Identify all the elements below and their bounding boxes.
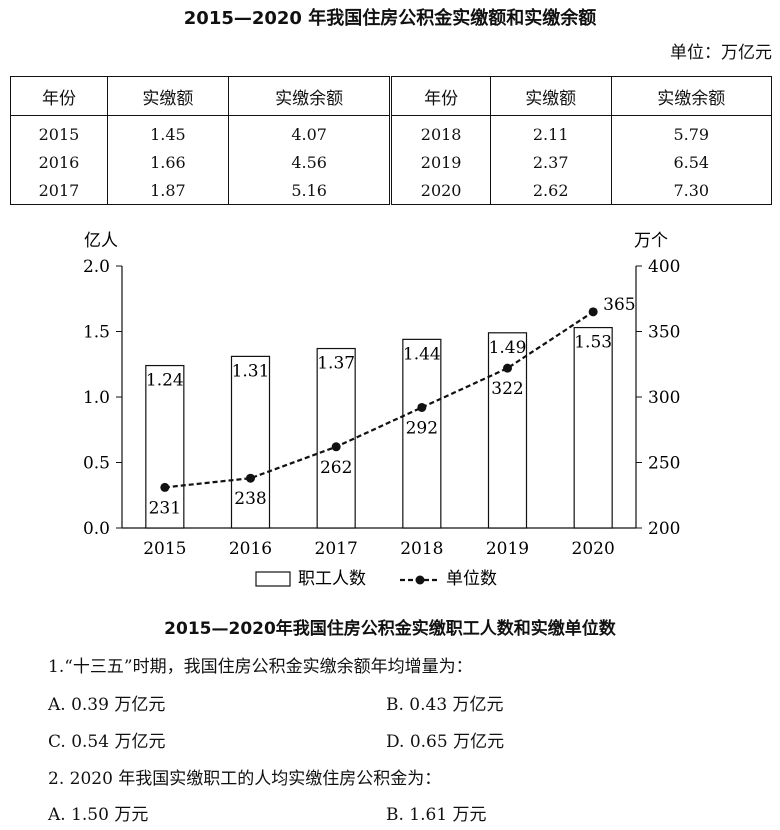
left-tick-label: 1.0 — [83, 388, 110, 408]
table-cell: 5.16 — [228, 176, 393, 205]
table-row: 2017 1.87 5.16 2020 2.62 7.30 — [10, 176, 772, 205]
bar-data-label: 1.31 — [232, 361, 270, 381]
legend-line-marker — [415, 575, 425, 585]
right-axis-label: 万个 — [634, 231, 668, 251]
line-data-label: 262 — [320, 458, 352, 478]
question-1: 1.“十三五”时期，我国住房公积金实缴余额年均增量为： — [48, 657, 473, 677]
header-balance-2: 实缴余额 — [611, 76, 772, 116]
bar — [573, 326, 613, 529]
bar-data-label: 1.44 — [403, 344, 441, 364]
table-cell: 7.30 — [673, 180, 710, 200]
table-cell: 2016 — [10, 148, 108, 176]
line-point — [588, 307, 598, 317]
table-header-row: 年份 实缴额 实缴余额 年份 实缴额 实缴余额 — [10, 76, 772, 116]
table-row: 2016 1.66 4.56 2019 2.37 6.54 — [10, 148, 772, 176]
question-1-option-b[interactable]: B. 0.43 万亿元 — [386, 695, 504, 715]
header-paid-2: 实缴额 — [490, 76, 612, 116]
question-1-option-c[interactable]: C. 0.54 万亿元 — [48, 732, 166, 752]
line-point — [331, 442, 341, 452]
table-cell: 2015 — [10, 115, 108, 148]
table-row: 2015 1.45 4.07 2018 2.11 5.79 — [10, 115, 772, 148]
bar — [402, 338, 442, 529]
combo-chart: 亿人 万个 0.0 0.5 1.0 1.5 2.0 200 250 300 350 400 2015 20… — [83, 231, 681, 589]
x-tick-label: 2020 — [572, 539, 615, 559]
bar — [145, 364, 185, 529]
x-tick-label: 2018 — [400, 539, 443, 559]
line-point — [160, 482, 170, 492]
line-data-label: 322 — [491, 379, 523, 399]
bar — [316, 347, 356, 529]
table-cell: 2020 — [390, 176, 491, 205]
right-tick-label: 350 — [648, 323, 680, 343]
x-tick-label: 2016 — [229, 539, 272, 559]
bar-data-label: 1.49 — [489, 338, 527, 358]
line-data-label: 292 — [406, 418, 438, 438]
table-cell: 2.37 — [490, 148, 612, 176]
line-point — [417, 402, 427, 412]
line-data-label: 365 — [603, 295, 635, 315]
table-cell: 6.54 — [673, 152, 710, 172]
bar-data-label: 1.37 — [317, 354, 355, 374]
right-tick-label: 250 — [648, 454, 680, 474]
bar-data-label: 1.53 — [574, 333, 612, 353]
x-tick-label: 2019 — [486, 539, 529, 559]
line-data-label: 238 — [234, 489, 266, 509]
table-cell: 1.87 — [107, 176, 229, 205]
table-unit: 单位：万亿元 — [670, 43, 772, 63]
bar-data-label: 1.24 — [146, 371, 184, 391]
question-2-option-b[interactable]: B. 1.61 万元 — [386, 805, 487, 825]
left-tick-label: 1.5 — [83, 323, 110, 343]
bar — [487, 332, 528, 529]
right-tick-label: 200 — [648, 519, 680, 539]
legend-bar-label: 职工人数 — [298, 569, 366, 589]
table-title: 2015—2020 年我国住房公积金实缴额和实缴余额 — [183, 8, 597, 29]
left-tick-label: 2.0 — [83, 257, 110, 277]
table-cell: 4.07 — [228, 115, 393, 148]
table-cell: 1.66 — [107, 148, 229, 176]
bar — [230, 355, 271, 529]
x-tick-label: 2015 — [143, 539, 186, 559]
left-tick-label: 0.0 — [83, 519, 110, 539]
chart-title: 2015—2020年我国住房公积金实缴职工人数和实缴单位数 — [164, 619, 616, 639]
question-1-option-d[interactable]: D. 0.65 万亿元 — [386, 732, 505, 752]
right-tick-label: 300 — [648, 388, 680, 408]
table-cell: 2017 — [10, 176, 108, 205]
table-cell: 2.62 — [490, 176, 612, 205]
table-cell: 5.79 — [673, 124, 710, 144]
line-data-label: 231 — [149, 498, 181, 518]
data-table: 年份 实缴额 实缴余额 年份 实缴额 实缴余额 2015 1.45 4.07 2… — [10, 76, 772, 205]
line-point — [503, 363, 512, 373]
question-1-option-a[interactable]: A. 0.39 万亿元 — [48, 695, 166, 715]
table-cell: 1.45 — [107, 115, 229, 148]
legend-line-label: 单位数 — [446, 569, 497, 589]
left-axis-label: 亿人 — [84, 231, 118, 251]
line-series-units — [164, 310, 594, 489]
x-tick-label: 2017 — [315, 539, 358, 559]
table-cell: 2.11 — [490, 115, 612, 148]
table-cell: 4.56 — [228, 148, 393, 176]
header-paid-1: 实缴额 — [107, 76, 229, 116]
header-balance-1: 实缴余额 — [228, 76, 393, 116]
question-2-option-a[interactable]: A. 1.50 万元 — [48, 805, 149, 825]
table-cell: 2019 — [390, 148, 491, 176]
legend-bar-swatch — [255, 571, 291, 587]
header-year-2: 年份 — [390, 76, 491, 116]
left-tick-label: 0.5 — [83, 454, 110, 474]
question-2: 2. 2020 年我国实缴职工的人均实缴住房公积金为： — [48, 769, 442, 789]
table-cell: 2018 — [390, 115, 491, 148]
header-year-1: 年份 — [10, 76, 108, 116]
line-point — [246, 473, 255, 483]
right-tick-label: 400 — [648, 257, 680, 277]
